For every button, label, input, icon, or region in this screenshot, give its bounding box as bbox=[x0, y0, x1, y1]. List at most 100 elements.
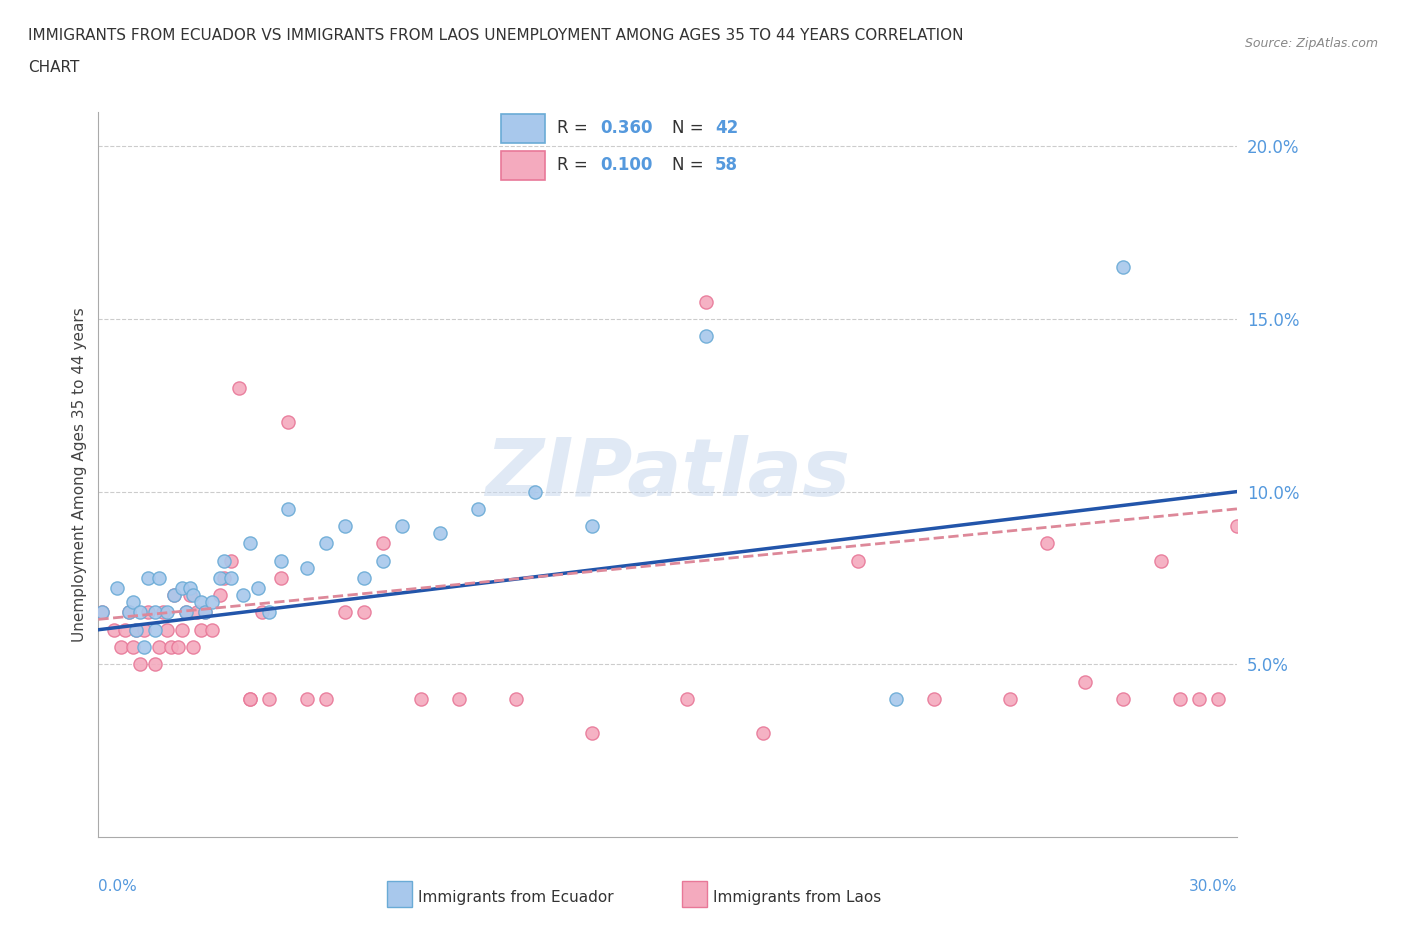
Point bbox=[239, 536, 262, 551]
Text: 0.360: 0.360 bbox=[600, 119, 652, 138]
Point bbox=[371, 536, 394, 551]
Text: 0.0%: 0.0% bbox=[98, 879, 138, 894]
Text: ZIPatlas: ZIPatlas bbox=[485, 435, 851, 513]
Point bbox=[208, 588, 231, 603]
Point bbox=[212, 553, 235, 568]
Text: N =: N = bbox=[672, 156, 709, 175]
Point bbox=[581, 519, 603, 534]
Point bbox=[125, 622, 148, 637]
Point bbox=[429, 525, 451, 540]
Point bbox=[228, 380, 250, 395]
Point bbox=[1170, 691, 1192, 706]
Point bbox=[524, 485, 547, 499]
Point bbox=[353, 570, 375, 585]
Point bbox=[297, 691, 319, 706]
Point bbox=[129, 605, 152, 620]
Point bbox=[884, 691, 907, 706]
Point bbox=[201, 594, 224, 609]
Point bbox=[148, 640, 170, 655]
Point bbox=[190, 594, 212, 609]
Point bbox=[208, 570, 231, 585]
Point bbox=[145, 622, 167, 637]
Point bbox=[91, 605, 114, 620]
Text: 42: 42 bbox=[714, 119, 738, 138]
Point bbox=[125, 622, 148, 637]
Point bbox=[148, 570, 170, 585]
Point bbox=[145, 657, 167, 671]
Point bbox=[121, 594, 143, 609]
Point bbox=[91, 605, 114, 620]
Text: Immigrants from Laos: Immigrants from Laos bbox=[713, 890, 882, 905]
Point bbox=[114, 622, 136, 637]
Point bbox=[152, 605, 174, 620]
Point bbox=[156, 622, 179, 637]
Point bbox=[1112, 259, 1135, 274]
Point bbox=[1074, 674, 1097, 689]
Point bbox=[145, 605, 167, 620]
Point bbox=[259, 691, 281, 706]
Point bbox=[132, 640, 155, 655]
Point bbox=[170, 622, 193, 637]
Point bbox=[201, 622, 224, 637]
Point bbox=[259, 605, 281, 620]
Point bbox=[1036, 536, 1059, 551]
Point bbox=[246, 581, 269, 596]
Point bbox=[174, 605, 197, 620]
Point bbox=[103, 622, 125, 637]
Point bbox=[156, 605, 179, 620]
Point bbox=[121, 640, 143, 655]
Point bbox=[107, 581, 129, 596]
Point bbox=[315, 691, 337, 706]
Point bbox=[695, 294, 717, 309]
Text: 0.100: 0.100 bbox=[600, 156, 652, 175]
Point bbox=[277, 501, 299, 516]
Point bbox=[250, 605, 273, 620]
Point bbox=[239, 691, 262, 706]
Point bbox=[505, 691, 527, 706]
Point bbox=[221, 570, 243, 585]
Point bbox=[183, 640, 205, 655]
Point bbox=[676, 691, 699, 706]
Point bbox=[132, 622, 155, 637]
Point bbox=[467, 501, 489, 516]
Point bbox=[183, 588, 205, 603]
Point bbox=[581, 726, 603, 741]
Point bbox=[212, 570, 235, 585]
Text: IMMIGRANTS FROM ECUADOR VS IMMIGRANTS FROM LAOS UNEMPLOYMENT AMONG AGES 35 TO 44: IMMIGRANTS FROM ECUADOR VS IMMIGRANTS FR… bbox=[28, 28, 963, 43]
Point bbox=[998, 691, 1021, 706]
Text: Source: ZipAtlas.com: Source: ZipAtlas.com bbox=[1244, 37, 1378, 50]
Point bbox=[411, 691, 433, 706]
Text: 58: 58 bbox=[714, 156, 738, 175]
Point bbox=[174, 605, 197, 620]
Text: 30.0%: 30.0% bbox=[1189, 879, 1237, 894]
Point bbox=[846, 553, 869, 568]
Point bbox=[335, 605, 357, 620]
Point bbox=[129, 657, 152, 671]
Text: R =: R = bbox=[557, 156, 593, 175]
Point bbox=[315, 536, 337, 551]
Point bbox=[167, 640, 190, 655]
Point bbox=[1208, 691, 1230, 706]
Text: R =: R = bbox=[557, 119, 593, 138]
Point bbox=[277, 415, 299, 430]
Point bbox=[297, 560, 319, 575]
Point bbox=[270, 553, 292, 568]
Point bbox=[159, 640, 181, 655]
Point bbox=[391, 519, 413, 534]
Point bbox=[221, 553, 243, 568]
Point bbox=[136, 570, 159, 585]
Text: CHART: CHART bbox=[28, 60, 80, 75]
Point bbox=[1112, 691, 1135, 706]
Point bbox=[449, 691, 471, 706]
FancyBboxPatch shape bbox=[502, 152, 544, 179]
Point bbox=[335, 519, 357, 534]
Point bbox=[110, 640, 132, 655]
Point bbox=[371, 553, 394, 568]
Y-axis label: Unemployment Among Ages 35 to 44 years: Unemployment Among Ages 35 to 44 years bbox=[72, 307, 87, 642]
Text: N =: N = bbox=[672, 119, 709, 138]
Point bbox=[163, 588, 186, 603]
Point bbox=[170, 581, 193, 596]
Point bbox=[270, 570, 292, 585]
Point bbox=[194, 605, 217, 620]
Point bbox=[118, 605, 141, 620]
